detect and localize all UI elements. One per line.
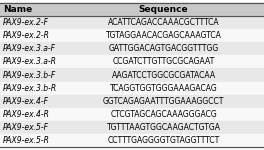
Bar — [0, 95, 264, 108]
Bar — [0, 16, 264, 29]
Bar — [0, 29, 264, 42]
Bar — [0, 82, 264, 95]
Text: PAX9-ex.4-F: PAX9-ex.4-F — [3, 97, 49, 106]
Text: PAX9-ex.3.b-F: PAX9-ex.3.b-F — [3, 70, 56, 80]
Bar — [0, 68, 264, 82]
Text: PAX9-ex.4-R: PAX9-ex.4-R — [3, 110, 50, 119]
Bar — [0, 3, 264, 16]
Text: TCAGGTGGTGGGAAAGACAG: TCAGGTGGTGGGAAAGACAG — [110, 84, 218, 93]
Text: GATTGGACAGTGACGGTTTGG: GATTGGACAGTGACGGTTTGG — [109, 44, 219, 53]
Text: PAX9-ex.2-F: PAX9-ex.2-F — [3, 18, 49, 27]
Text: TGTTTAAGTGGCAAGACTGTGA: TGTTTAAGTGGCAAGACTGTGA — [107, 123, 221, 132]
Bar — [0, 134, 264, 147]
Text: PAX9-ex.5-F: PAX9-ex.5-F — [3, 123, 49, 132]
Text: AAGATCCTGGCGCGATACAA: AAGATCCTGGCGCGATACAA — [112, 70, 216, 80]
Text: CCGATCTTGTTGCGCAGAAT: CCGATCTTGTTGCGCAGAAT — [112, 57, 215, 66]
Bar — [0, 121, 264, 134]
Bar — [0, 42, 264, 55]
Text: PAX9-ex.3.b-R: PAX9-ex.3.b-R — [3, 84, 57, 93]
Text: GGTCAGAGAATTTGGAAAGGCCT: GGTCAGAGAATTTGGAAAGGCCT — [103, 97, 224, 106]
Text: CTCGTAGCAGCAAAGGGACG: CTCGTAGCAGCAAAGGGACG — [110, 110, 217, 119]
Bar — [0, 55, 264, 68]
Text: Name: Name — [3, 5, 32, 14]
Text: Sequence: Sequence — [139, 5, 188, 14]
Bar — [0, 108, 264, 121]
Text: TGTAGGAACACGAGCAAAGTCA: TGTAGGAACACGAGCAAAGTCA — [106, 31, 221, 40]
Text: CCTTTGAGGGGTGTAGGTTTCT: CCTTTGAGGGGTGTAGGTTTCT — [107, 136, 220, 145]
Text: PAX9-ex.3.a-F: PAX9-ex.3.a-F — [3, 44, 56, 53]
Text: ACATTCAGACCAAACGCTTTCA: ACATTCAGACCAAACGCTTTCA — [108, 18, 219, 27]
Text: PAX9-ex.5-R: PAX9-ex.5-R — [3, 136, 50, 145]
Text: PAX9-ex.3.a-R: PAX9-ex.3.a-R — [3, 57, 56, 66]
Text: PAX9-ex.2-R: PAX9-ex.2-R — [3, 31, 50, 40]
